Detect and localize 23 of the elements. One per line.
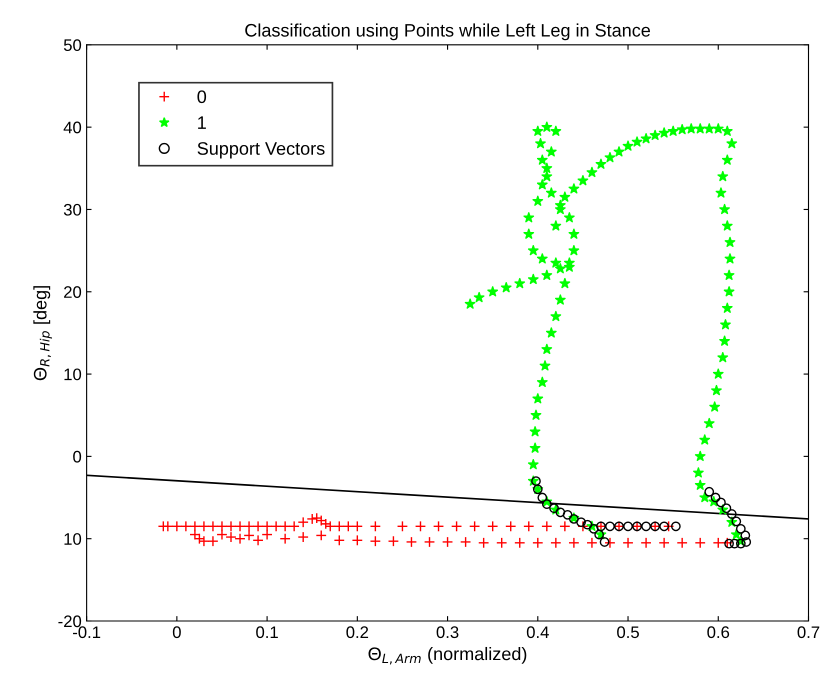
y-tick-label: 30 [64, 204, 82, 216]
legend-label: 1 [198, 116, 206, 129]
legend-label: 0 [197, 90, 206, 104]
x-tick-label: 0.7 [798, 626, 820, 638]
legend-label: Support Vectors [198, 142, 325, 158]
x-tick-label: -0.1 [73, 626, 100, 638]
y-axis-title: Θ$_{R,Hip}$ [deg] [33, 286, 52, 380]
x-tick-label: 0.1 [256, 626, 278, 638]
y-tick-label: -20 [58, 615, 82, 628]
x-tick-label: 0.4 [526, 626, 549, 638]
x-tick-label: 0.6 [707, 626, 730, 638]
y-tick-label: 50 [64, 39, 82, 52]
chart-title: Classification using Points while Left Leg in Stance [245, 23, 650, 40]
y-tick-label: 0 [73, 450, 82, 463]
x-axis-title: Θ$_{L,Arm}$ (normalized) [368, 646, 526, 664]
y-tick-label: 20 [64, 286, 82, 298]
x-tick-label: 0.5 [617, 626, 639, 638]
y-tick-label: 40 [64, 122, 82, 134]
x-tick-label: 0.3 [436, 626, 458, 638]
x-tick-label: 0.2 [346, 626, 368, 638]
y-tick-label: 10 [64, 368, 82, 380]
x-tick-label: 0 [172, 626, 181, 638]
y-tick-label: 10 [64, 533, 82, 545]
